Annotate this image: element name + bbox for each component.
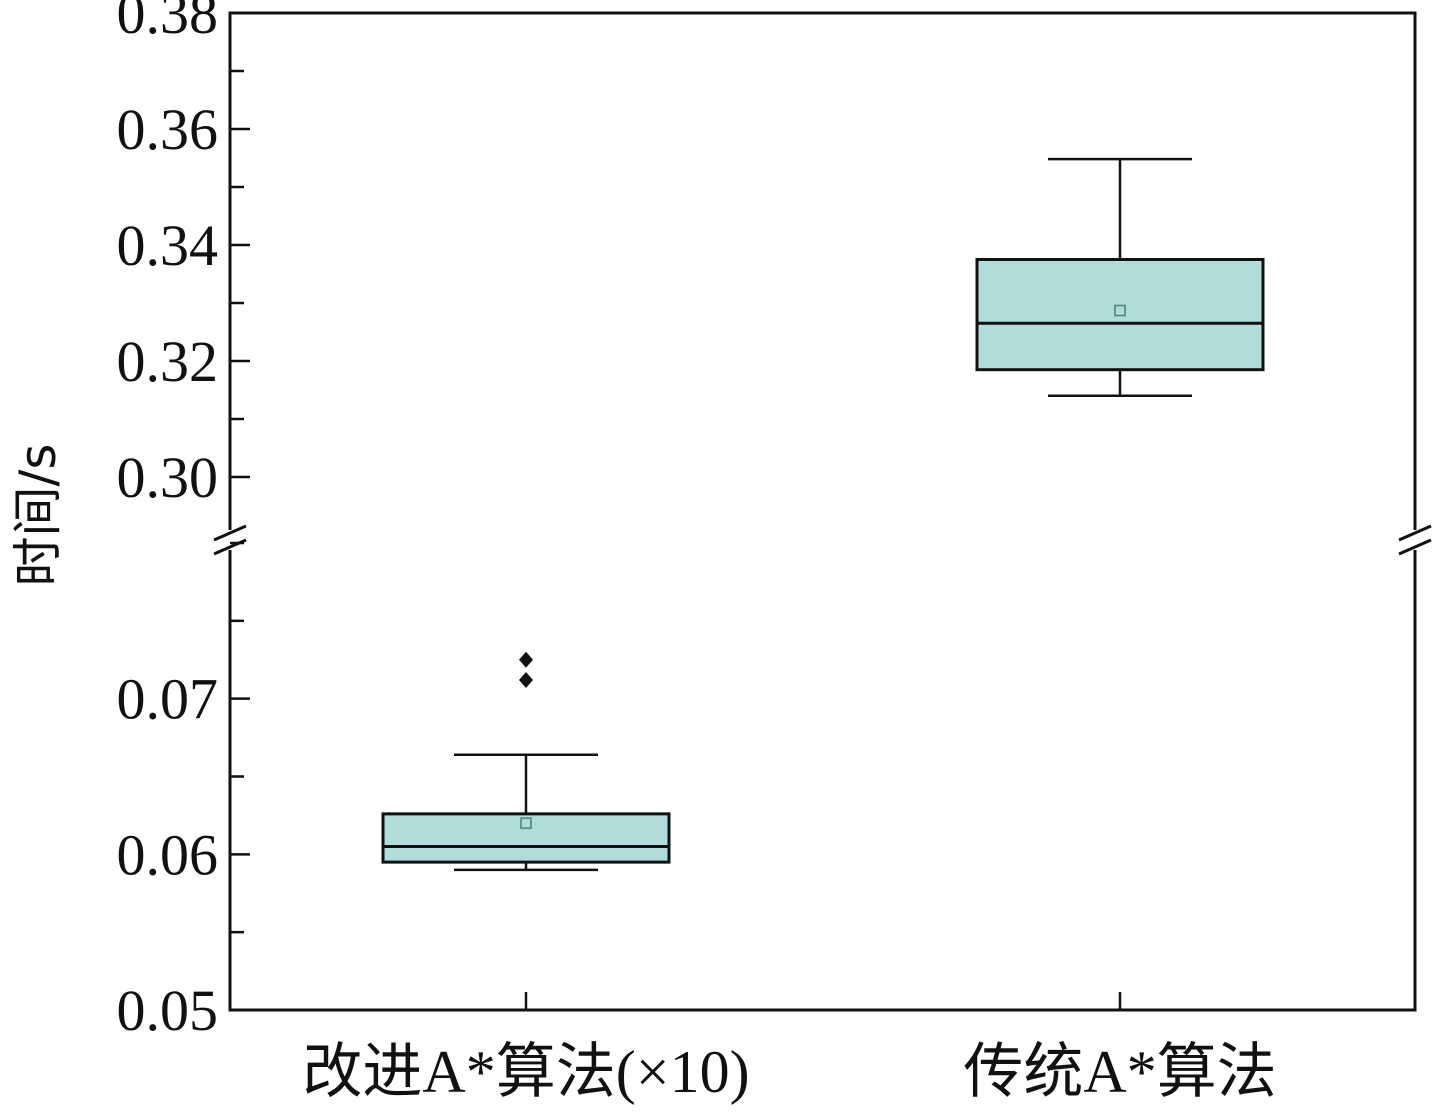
y-tick-label: 0.34 — [117, 213, 219, 278]
y-tick-label: 0.07 — [117, 667, 219, 732]
axis-break-marker-left — [213, 524, 247, 556]
box-1 — [381, 651, 671, 872]
y-tick-label: 0.36 — [117, 97, 219, 162]
iqr-box — [975, 258, 1265, 372]
x-category-label: 传统A*算法 — [963, 1039, 1276, 1105]
y-tick-label: 0.30 — [117, 445, 219, 510]
outlier-point — [519, 651, 533, 668]
y-tick-label: 0.06 — [117, 822, 219, 887]
axis-break-marker-right — [1398, 524, 1432, 556]
y-tick-label: 0.38 — [117, 0, 219, 46]
box-2 — [975, 157, 1265, 398]
plot-frame — [228, 11, 1417, 1012]
y-tick-label: 0.32 — [117, 329, 219, 394]
y-tick-label: 0.05 — [117, 978, 219, 1043]
iqr-box — [381, 812, 671, 864]
y-axis-title: 时间/s — [9, 444, 67, 587]
axis-break-slash — [1398, 524, 1432, 542]
axis-break-slash — [213, 524, 247, 542]
outlier-point — [519, 671, 533, 688]
axis-break-slash — [1398, 538, 1432, 556]
mean-marker — [520, 817, 532, 830]
mean-marker — [1114, 304, 1126, 317]
x-category-label: 改进A*算法(×10) — [302, 1039, 749, 1105]
